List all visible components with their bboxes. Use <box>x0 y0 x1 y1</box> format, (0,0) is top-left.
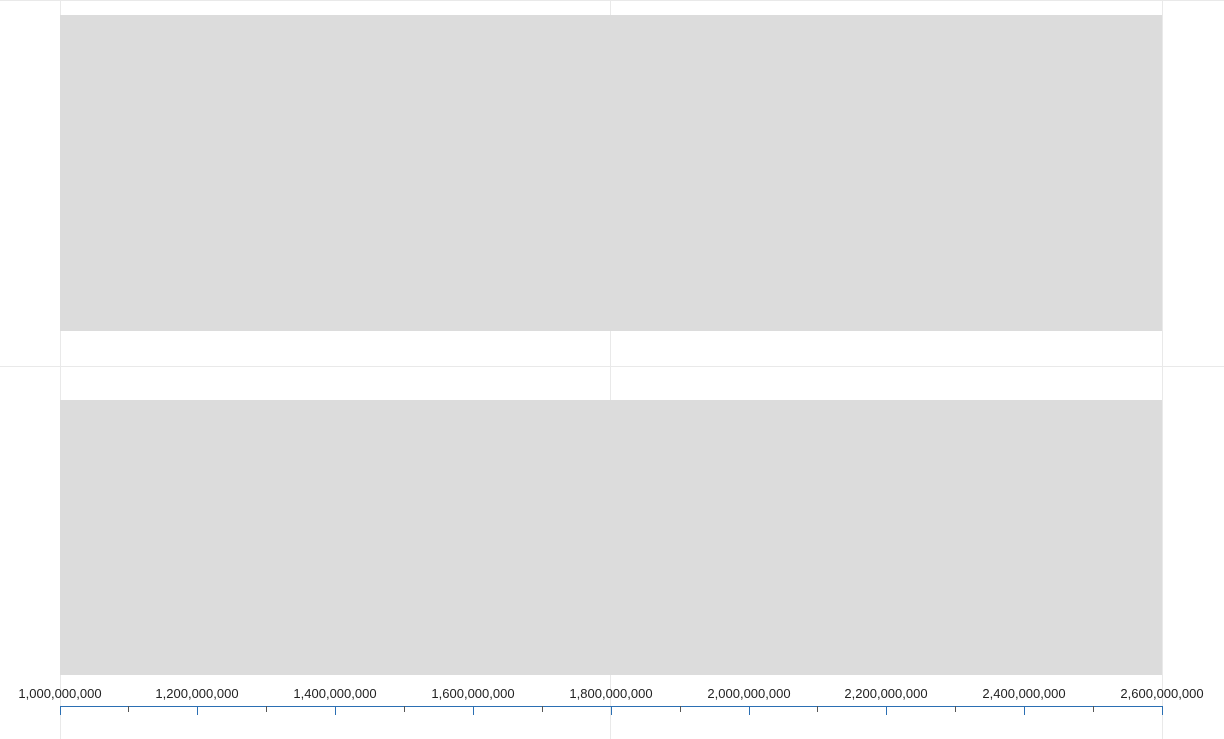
x-axis-minor-tick <box>542 706 543 712</box>
x-axis-major-tick <box>1024 706 1025 715</box>
chart-panel <box>60 15 1162 331</box>
vertical-gridline <box>1162 0 1163 739</box>
chart-viewport: 1,000,000,000 1,200,000,000 1,400,000,000 1… <box>0 0 1224 739</box>
x-axis-minor-tick <box>817 706 818 712</box>
x-axis-major-tick <box>749 706 750 715</box>
x-axis-minor-tick <box>128 706 129 712</box>
x-axis-major-tick <box>473 706 474 715</box>
x-axis-major-tick <box>1162 706 1163 715</box>
x-axis-tick-label: 1,200,000,000 <box>155 686 238 701</box>
x-axis-major-tick <box>60 706 61 715</box>
x-axis-tick-label: 1,000,000,000 <box>18 686 101 701</box>
x-axis-tick-label: 2,400,000,000 <box>982 686 1065 701</box>
x-axis-minor-tick <box>266 706 267 712</box>
chart-panel <box>60 400 1162 675</box>
x-axis-major-tick <box>197 706 198 715</box>
horizontal-gridline <box>0 366 1224 367</box>
x-axis-tick-label: 2,000,000,000 <box>707 686 790 701</box>
horizontal-gridline <box>0 0 1224 1</box>
x-axis-tick-label: 1,600,000,000 <box>431 686 514 701</box>
x-axis-minor-tick <box>404 706 405 712</box>
x-axis-minor-tick <box>1093 706 1094 712</box>
x-axis-major-tick <box>886 706 887 715</box>
x-axis-minor-tick <box>680 706 681 712</box>
x-axis-major-tick <box>611 706 612 715</box>
x-axis-tick-label: 1,400,000,000 <box>293 686 376 701</box>
x-axis-major-tick <box>335 706 336 715</box>
x-axis-tick-label: 2,200,000,000 <box>844 686 927 701</box>
x-axis-minor-tick <box>955 706 956 712</box>
x-axis-tick-label: 1,800,000,000 <box>569 686 652 701</box>
x-axis-tick-label: 2,600,000,000 <box>1120 686 1203 701</box>
